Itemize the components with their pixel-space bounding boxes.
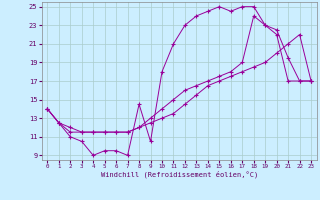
X-axis label: Windchill (Refroidissement éolien,°C): Windchill (Refroidissement éolien,°C) [100,171,258,178]
